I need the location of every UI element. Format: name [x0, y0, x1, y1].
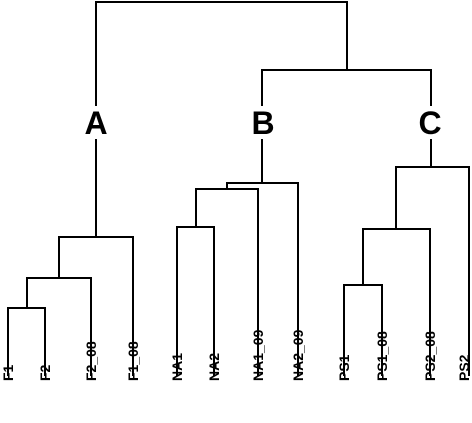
branch-b-c [261, 69, 432, 106]
leaf-label-na2_09: NA2_09 [290, 329, 306, 381]
cluster-label-a: A [84, 105, 107, 141]
leaf-label-ps2: PS2 [456, 354, 472, 381]
cluster-label-c: C [418, 105, 441, 141]
branch-ps-ps2 [395, 166, 470, 376]
leaf-label-ps1: PS1 [336, 354, 352, 381]
leaf-labels: F1 F2 F2_08 F1_08 NA1 NA2 NA1_09 NA2_09 … [0, 329, 472, 381]
leaf-label-ps1_08: PS1_08 [374, 331, 390, 381]
leaf-label-f1: F1 [0, 364, 16, 381]
leaf-label-ps2_08: PS2_08 [422, 331, 438, 381]
leaf-label-na1_09: NA1_09 [250, 329, 266, 381]
leaf-label-f2: F2 [37, 364, 53, 381]
branch-na1-na2 [176, 226, 215, 376]
leaf-label-f1_08: F1_08 [125, 341, 141, 381]
branch-a-stem-upper [95, 1, 348, 106]
cluster-label-b: B [251, 105, 274, 141]
leaf-label-na1: NA1 [169, 353, 185, 381]
leaf-label-f2_08: F2_08 [83, 341, 99, 381]
branch-lines [7, 1, 470, 376]
leaf-label-na2: NA2 [206, 353, 222, 381]
branch-f1f2-f2_08 [26, 277, 92, 376]
branch-na-na1_09 [195, 188, 259, 376]
